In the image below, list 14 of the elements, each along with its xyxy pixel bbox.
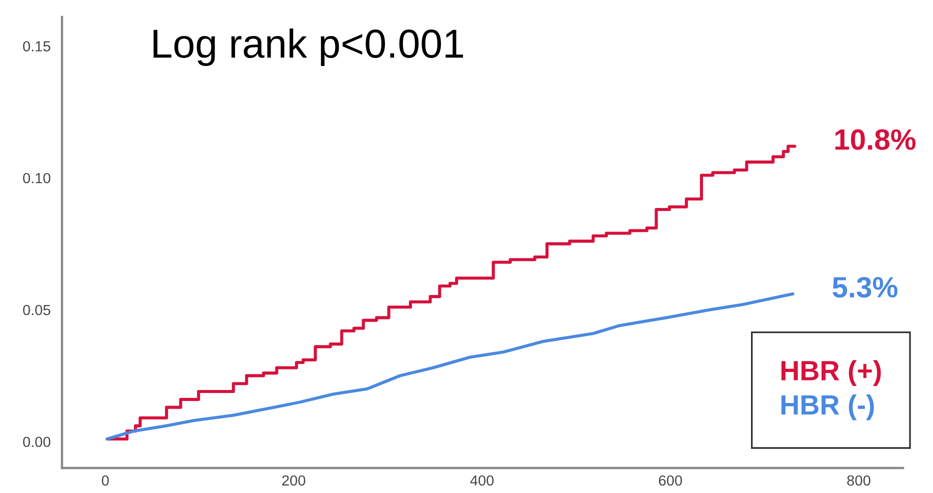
text: HBR (-) (781, 394, 874, 420)
y-tick-label: 0.00 (23, 436, 50, 448)
x-tick-label: 400 (470, 475, 494, 486)
y-tick-label: 0.10 (23, 172, 50, 184)
y-tick-label: 0.05 (23, 304, 50, 316)
chart-title: Log rank p<0.001 (154, 28, 463, 66)
annotation: 5.3% (832, 276, 898, 298)
x-tick-label: 600 (658, 475, 682, 486)
text: HBR (+) (781, 360, 881, 386)
x-tick-label: 800 (847, 475, 870, 486)
annotation: 10.8% (835, 129, 916, 150)
x-tick-label: 200 (282, 475, 306, 486)
y-tick-label: 0.15 (23, 41, 50, 52)
x-tick-label: 0 (102, 475, 109, 486)
